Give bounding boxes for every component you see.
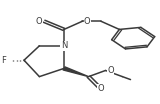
Text: O: O	[107, 66, 114, 75]
Text: O: O	[98, 84, 104, 93]
Text: O: O	[36, 17, 42, 26]
Polygon shape	[63, 67, 89, 77]
Text: N: N	[61, 41, 67, 50]
Text: F: F	[1, 56, 6, 65]
Text: O: O	[84, 17, 91, 26]
